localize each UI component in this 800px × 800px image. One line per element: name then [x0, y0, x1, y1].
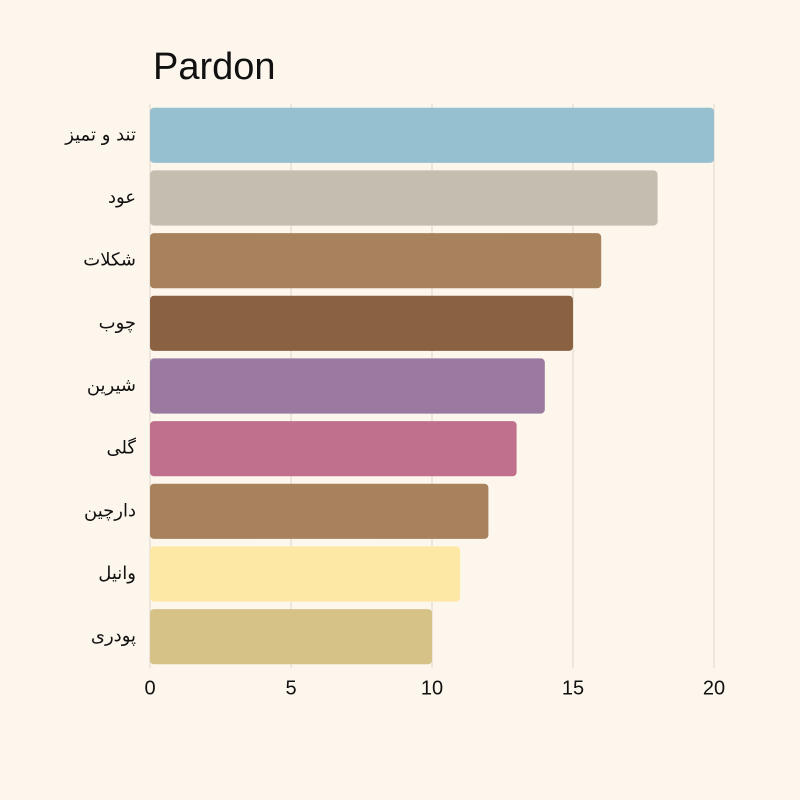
y-tick-label: دارچین [84, 500, 136, 521]
y-tick-label: چوب [99, 312, 136, 333]
y-tick-label: وانیل [98, 563, 136, 584]
bar [150, 609, 432, 665]
x-tick-label: 15 [562, 677, 584, 699]
y-tick-label: پودری [91, 626, 136, 647]
bar [150, 233, 602, 289]
bar [150, 421, 517, 477]
chart-title: Pardon [153, 46, 276, 88]
bar [150, 107, 714, 163]
y-tick-label: شکلات [83, 250, 136, 271]
x-tick-label: 0 [144, 677, 155, 699]
bar [150, 170, 658, 226]
bar [150, 483, 489, 539]
bar [150, 295, 573, 351]
x-tick-label: 5 [285, 677, 296, 699]
y-tick-label: گلی [106, 437, 136, 459]
y-tick-label: تند و تمیز [64, 124, 136, 145]
x-tick-label: 20 [703, 677, 725, 699]
y-tick-label: شیرین [87, 375, 136, 396]
y-tick-label: عود [108, 187, 136, 208]
bar [150, 358, 545, 414]
bar [150, 546, 461, 602]
x-tick-label: 10 [421, 677, 443, 699]
